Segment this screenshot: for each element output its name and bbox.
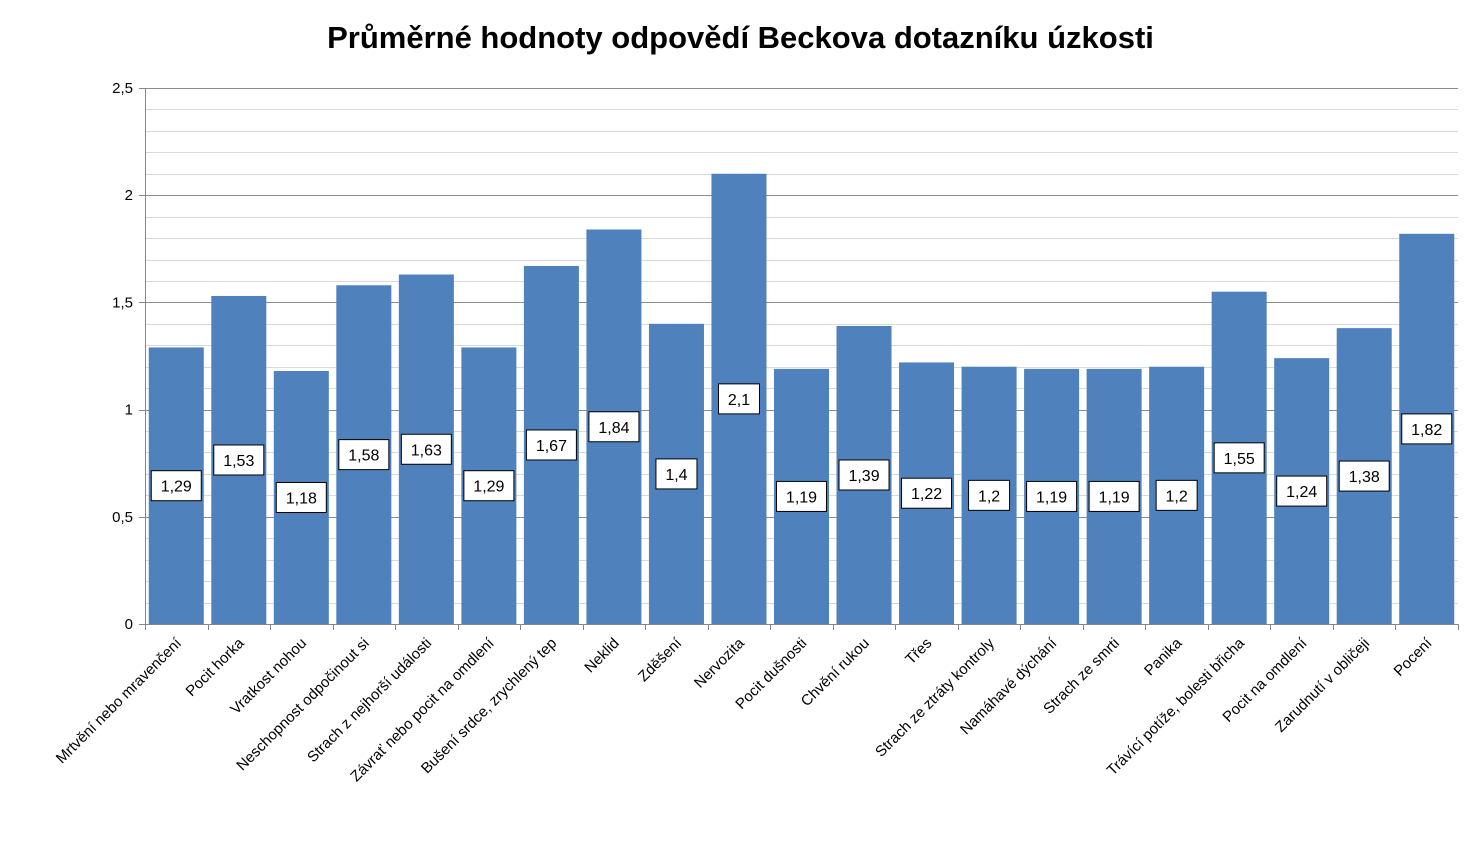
data-label: 1,4	[665, 467, 687, 484]
data-label: 1,2	[1166, 488, 1188, 505]
bars	[148, 173, 1455, 625]
data-label: 1,22	[911, 486, 942, 503]
data-label: 1,24	[1286, 484, 1317, 501]
y-tick-label: 1	[125, 402, 133, 419]
data-label: 1,67	[536, 438, 567, 455]
x-tick-label: Zděšení	[635, 634, 686, 685]
x-tick-label: Třes	[902, 635, 935, 668]
data-label-box	[338, 439, 390, 471]
data-label: 1,63	[411, 442, 442, 459]
y-tick-label: 0,5	[112, 509, 133, 526]
data-label: 1,39	[848, 468, 879, 485]
x-tick-label: Neklid	[581, 635, 622, 676]
data-label-box	[655, 458, 698, 490]
data-label: 1,82	[1411, 422, 1442, 439]
data-label-box	[968, 479, 1011, 511]
data-label: 1,58	[348, 448, 379, 465]
data-label: 1,55	[1224, 451, 1255, 468]
data-label: 1,29	[161, 479, 192, 496]
x-tick-label: Pocit horka	[183, 634, 249, 700]
data-label-box	[588, 411, 640, 443]
data-label: 1,38	[1349, 469, 1380, 486]
data-label: 1,19	[1036, 489, 1067, 506]
data-label-box	[1276, 475, 1328, 507]
data-labels: 1,29 1,53 1,18 1,58 1,63 1,29 1,67 1,84 1,4 2,1 1,…	[150, 383, 1453, 514]
y-tick-label: 2,5	[112, 80, 133, 97]
y-tick-label: 2	[125, 187, 133, 204]
y-tick-label: 0	[125, 616, 133, 633]
y-tick-label: 1,5	[112, 294, 133, 311]
data-label-box	[400, 433, 452, 465]
data-label-box	[776, 480, 827, 512]
data-label: 1,18	[286, 491, 317, 508]
x-tick-label: Panika	[1141, 634, 1186, 679]
data-label-box	[275, 482, 327, 514]
x-tick-label: Mrtvění nebo mravenčení	[53, 634, 186, 767]
data-label: 1,84	[598, 420, 629, 437]
x-tick-label: Bušení srdce, zrychlený tep	[418, 635, 560, 777]
chart-title: Průměrné hodnoty odpovědí Beckova dotazn…	[327, 20, 1154, 55]
data-label-box	[1401, 413, 1453, 445]
data-label-box	[1088, 480, 1140, 512]
data-label: 1,19	[786, 489, 817, 506]
data-label: 1,29	[473, 479, 504, 496]
data-label-box	[213, 444, 265, 476]
x-tick-label: Strach z nejhorší události	[304, 635, 435, 766]
data-label-box	[150, 470, 202, 502]
data-label-box	[463, 470, 515, 502]
x-tick-label: Pocení	[1391, 634, 1437, 680]
x-tick-label: Neschopnost odpočinout si	[233, 635, 372, 774]
data-label-box	[1213, 442, 1265, 474]
x-tick-label: Strach ze ztráty kontroly	[872, 634, 998, 760]
data-label-box	[717, 383, 760, 415]
data-label: 2,1	[728, 392, 750, 409]
data-label-box	[1155, 479, 1198, 511]
data-label-box	[838, 459, 890, 491]
data-label-box	[1026, 480, 1078, 512]
data-label: 1,19	[1099, 489, 1130, 506]
data-label-box	[525, 429, 577, 461]
data-label-box	[901, 477, 953, 509]
data-label-box	[1338, 460, 1390, 492]
data-label: 1,53	[223, 453, 254, 470]
data-label: 1,2	[978, 488, 1000, 505]
x-tick-label: Nervozita	[691, 634, 748, 691]
